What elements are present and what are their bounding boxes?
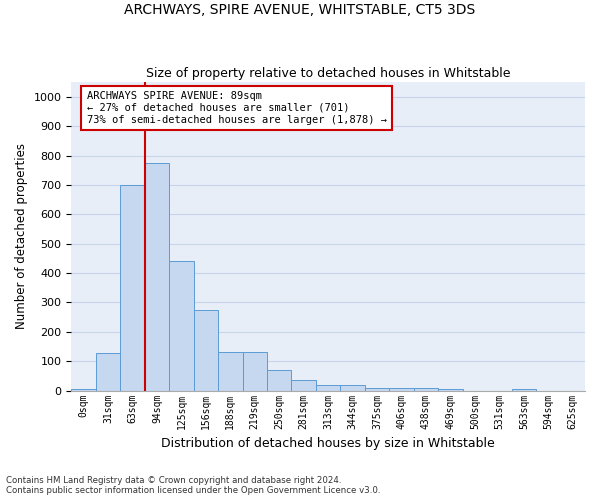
Bar [365, 388, 389, 390]
Bar [389, 388, 414, 390]
Bar [242, 352, 267, 391]
X-axis label: Distribution of detached houses by size in Whitstable: Distribution of detached houses by size … [161, 437, 495, 450]
Text: Contains HM Land Registry data © Crown copyright and database right 2024.
Contai: Contains HM Land Registry data © Crown c… [6, 476, 380, 495]
Bar [169, 262, 194, 390]
Bar [120, 185, 145, 390]
Y-axis label: Number of detached properties: Number of detached properties [15, 144, 28, 330]
Bar [267, 370, 292, 390]
Bar [438, 389, 463, 390]
Bar [145, 163, 169, 390]
Bar [292, 380, 316, 390]
Bar [316, 385, 340, 390]
Bar [414, 388, 438, 390]
Bar [218, 352, 242, 391]
Text: ARCHWAYS, SPIRE AVENUE, WHITSTABLE, CT5 3DS: ARCHWAYS, SPIRE AVENUE, WHITSTABLE, CT5 … [124, 2, 476, 16]
Bar [512, 389, 536, 390]
Bar [340, 385, 365, 390]
Title: Size of property relative to detached houses in Whitstable: Size of property relative to detached ho… [146, 66, 511, 80]
Bar [96, 354, 120, 391]
Bar [194, 310, 218, 390]
Bar [71, 389, 96, 390]
Text: ARCHWAYS SPIRE AVENUE: 89sqm
← 27% of detached houses are smaller (701)
73% of s: ARCHWAYS SPIRE AVENUE: 89sqm ← 27% of de… [86, 92, 386, 124]
